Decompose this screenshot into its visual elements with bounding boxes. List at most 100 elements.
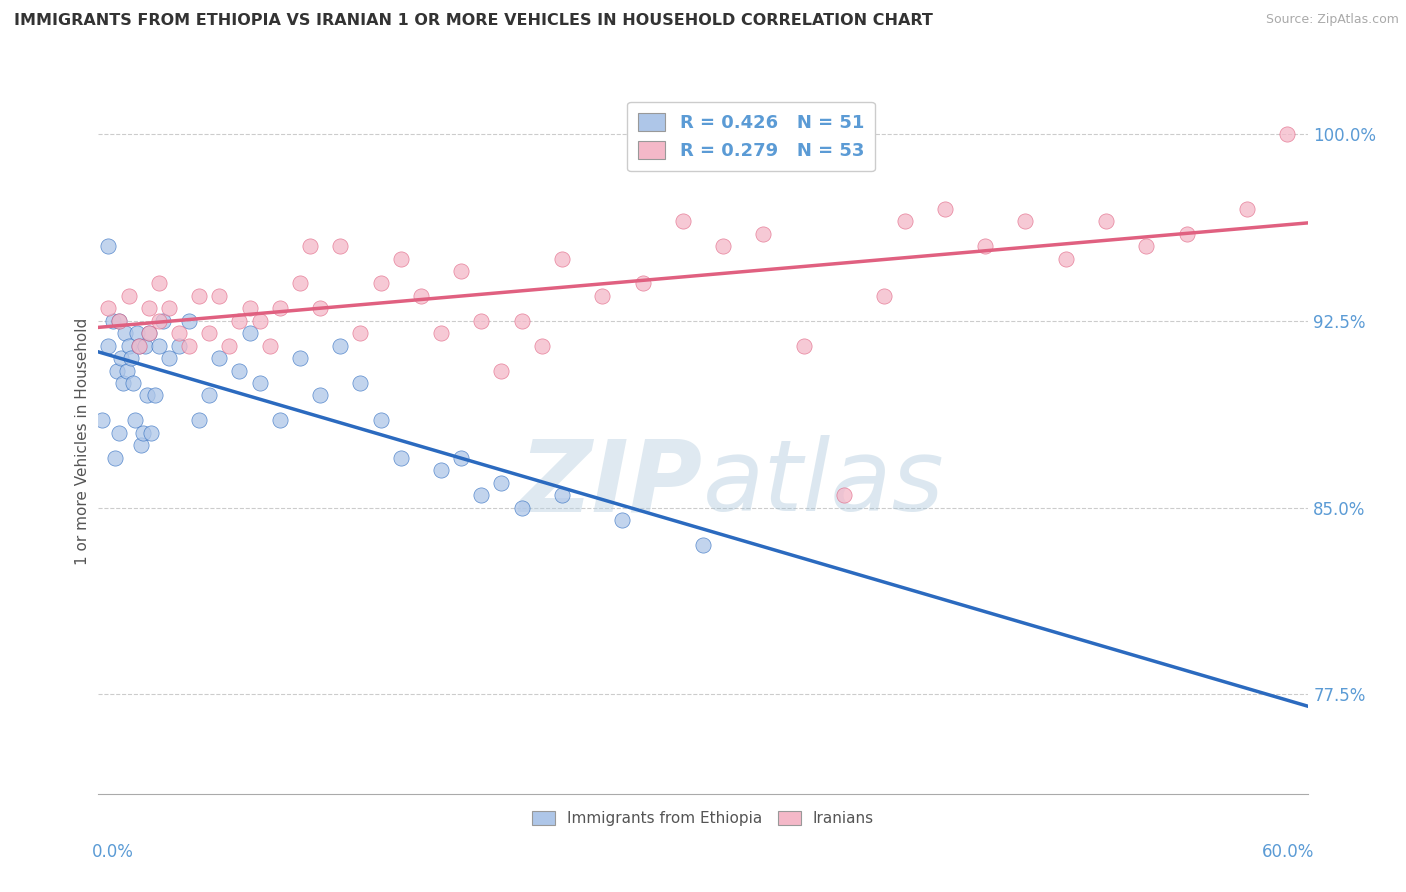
Point — [188, 289, 211, 303]
Point — [530, 339, 553, 353]
Point — [148, 314, 170, 328]
Point — [157, 351, 180, 365]
Text: 0.0%: 0.0% — [91, 843, 134, 861]
Point — [97, 301, 120, 316]
Point — [470, 488, 492, 502]
Point — [551, 252, 574, 266]
Point — [157, 301, 180, 316]
Point — [91, 413, 114, 427]
Point — [125, 326, 148, 341]
Point — [138, 326, 160, 341]
Point — [873, 289, 896, 303]
Point — [309, 388, 332, 402]
Point — [179, 339, 201, 353]
Point — [167, 339, 190, 353]
Point — [139, 425, 162, 440]
Text: ZIP: ZIP — [520, 435, 703, 533]
Point — [148, 339, 170, 353]
Point — [288, 277, 311, 291]
Point — [129, 438, 152, 452]
Point — [107, 425, 129, 440]
Point — [269, 301, 291, 316]
Point — [148, 277, 170, 291]
Point — [491, 475, 513, 490]
Point — [118, 339, 141, 353]
Point — [409, 289, 432, 303]
Point — [974, 239, 997, 253]
Point — [143, 388, 166, 402]
Text: IMMIGRANTS FROM ETHIOPIA VS IRANIAN 1 OR MORE VEHICLES IN HOUSEHOLD CORRELATION : IMMIGRANTS FROM ETHIOPIA VS IRANIAN 1 OR… — [14, 13, 934, 29]
Point — [269, 413, 291, 427]
Point — [128, 339, 150, 353]
Text: atlas: atlas — [703, 435, 945, 533]
Point — [152, 314, 174, 328]
Point — [249, 314, 271, 328]
Point — [115, 363, 138, 377]
Point — [135, 388, 157, 402]
Point — [218, 339, 240, 353]
Point — [121, 376, 143, 390]
Point — [188, 413, 211, 427]
Point — [249, 376, 271, 390]
Point — [103, 450, 125, 465]
Point — [259, 339, 281, 353]
Point — [239, 326, 262, 341]
Point — [111, 376, 134, 390]
Point — [370, 277, 392, 291]
Point — [128, 339, 150, 353]
Point — [1277, 127, 1299, 141]
Legend: Immigrants from Ethiopia, Iranians: Immigrants from Ethiopia, Iranians — [526, 805, 880, 832]
Point — [551, 488, 574, 502]
Point — [124, 413, 146, 427]
Point — [832, 488, 855, 502]
Text: Source: ZipAtlas.com: Source: ZipAtlas.com — [1265, 13, 1399, 27]
Point — [138, 301, 160, 316]
Point — [389, 450, 412, 465]
Point — [228, 314, 250, 328]
Point — [934, 202, 956, 216]
Point — [198, 326, 221, 341]
Point — [1175, 227, 1198, 241]
Point — [101, 314, 124, 328]
Point — [711, 239, 734, 253]
Point — [470, 314, 492, 328]
Point — [167, 326, 190, 341]
Point — [1236, 202, 1258, 216]
Point — [752, 227, 775, 241]
Point — [510, 500, 533, 515]
Point — [430, 463, 453, 477]
Point — [1135, 239, 1157, 253]
Point — [120, 351, 142, 365]
Point — [329, 239, 352, 253]
Point — [793, 339, 815, 353]
Point — [450, 450, 472, 465]
Point — [1054, 252, 1077, 266]
Point — [349, 326, 371, 341]
Point — [107, 314, 129, 328]
Point — [612, 513, 634, 527]
Point — [692, 538, 714, 552]
Point — [107, 314, 129, 328]
Point — [510, 314, 533, 328]
Point — [309, 301, 332, 316]
Point — [1095, 214, 1118, 228]
Point — [491, 363, 513, 377]
Point — [299, 239, 322, 253]
Point — [208, 289, 231, 303]
Point — [349, 376, 371, 390]
Point — [228, 363, 250, 377]
Point — [208, 351, 231, 365]
Point — [389, 252, 412, 266]
Point — [138, 326, 160, 341]
Text: 60.0%: 60.0% — [1263, 843, 1315, 861]
Point — [118, 289, 141, 303]
Point — [450, 264, 472, 278]
Point — [591, 289, 613, 303]
Point — [631, 277, 654, 291]
Point — [893, 214, 915, 228]
Point — [134, 339, 156, 353]
Point — [1014, 214, 1036, 228]
Point — [97, 239, 120, 253]
Point — [132, 425, 155, 440]
Point — [370, 413, 392, 427]
